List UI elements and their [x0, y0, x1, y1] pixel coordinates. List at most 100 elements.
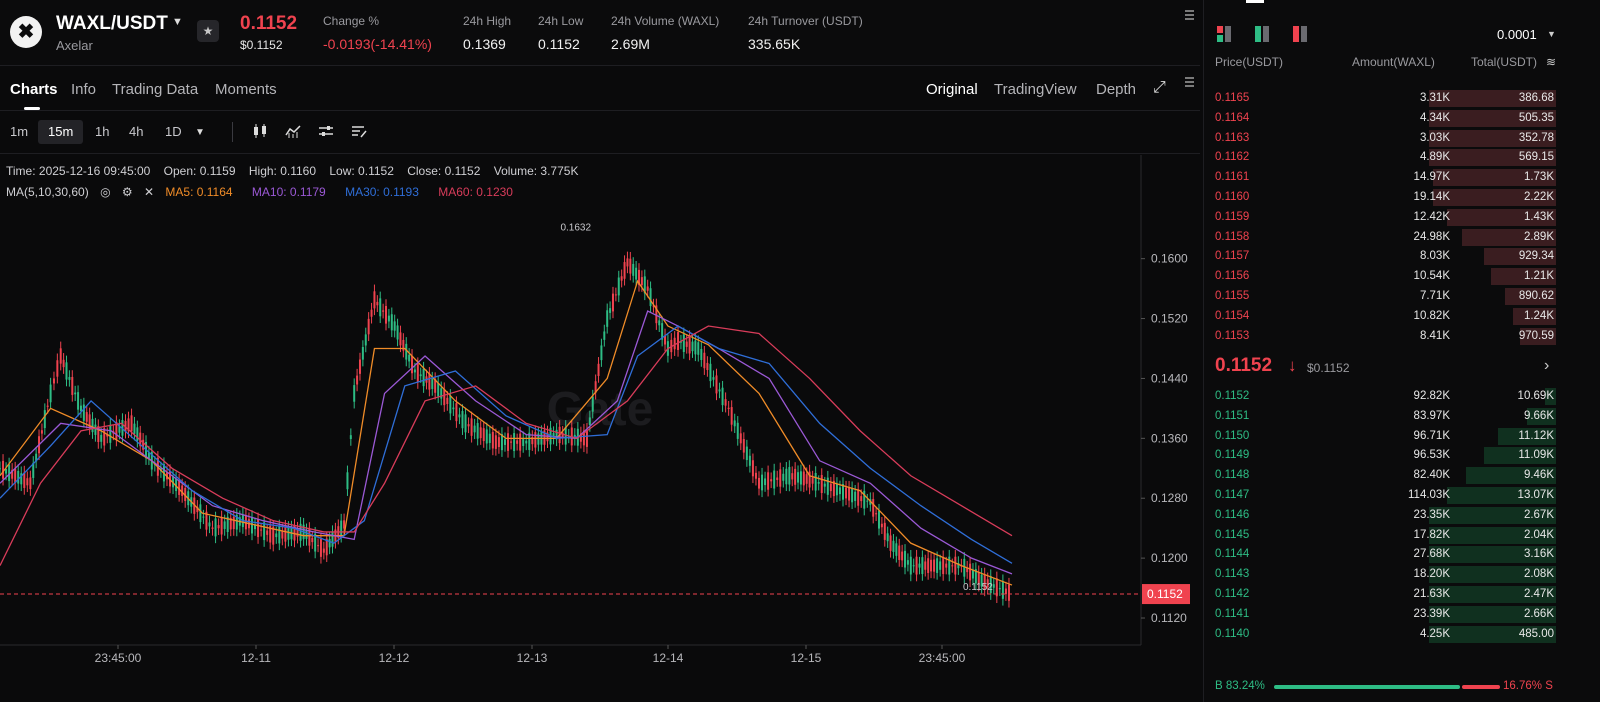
bid-row[interactable]: 0.1140 4.25K 485.00 [1204, 625, 1566, 644]
view-original[interactable]: Original [926, 81, 978, 98]
row-amount: 83.97K [1413, 409, 1450, 422]
timeframe-caret-down-icon[interactable]: ▼ [195, 127, 205, 138]
candle-body [254, 524, 257, 530]
chart-canvas[interactable]: Gate 0.1600 0.1520 0.1440 0.1360 0.1280 0.1200… [0, 155, 1196, 702]
price-chart[interactable]: Time: 2025-12-16 09:45:00 Open: 0.1159 H… [0, 155, 1196, 702]
tab-info[interactable]: Info [71, 81, 97, 98]
timeframe-1m[interactable]: 1m [10, 124, 29, 139]
eye-icon[interactable]: ◎ [100, 185, 111, 199]
settings-icon[interactable]: ⚙ [121, 185, 133, 199]
ask-row[interactable]: 0.1154 10.82K 1.24K [1204, 307, 1566, 326]
caret-down-icon[interactable]: ▼ [1547, 29, 1556, 39]
ask-row[interactable]: 0.1156 10.54K 1.21K [1204, 267, 1566, 286]
candle-body [393, 321, 396, 331]
bid-row[interactable]: 0.1144 27.68K 3.16K [1204, 545, 1566, 564]
candle-body [65, 362, 68, 380]
fullscreen-expand-icon[interactable]: ⤢ [1153, 79, 1166, 96]
pair-selector[interactable]: WAXL/USDT [56, 13, 168, 34]
candle-body [287, 527, 290, 540]
candle-body [995, 578, 998, 597]
candle-body [921, 557, 924, 575]
candle-body [40, 430, 43, 434]
bid-row[interactable]: 0.1150 96.71K 11.12K [1204, 427, 1566, 446]
chevron-right-icon[interactable]: › [1544, 357, 1550, 374]
view-tradingview[interactable]: TradingView [994, 81, 1077, 98]
candle-body [43, 410, 46, 429]
candle-body [299, 523, 302, 541]
close-icon[interactable]: ✕ [144, 185, 155, 199]
tab-trading-data[interactable]: Trading Data [112, 81, 199, 98]
bid-row[interactable]: 0.1143 18.20K 2.08K [1204, 565, 1566, 584]
candle-body [764, 478, 767, 486]
view-depth[interactable]: Depth [1096, 81, 1137, 98]
candle-body [620, 276, 623, 281]
timeframe-15m[interactable]: 15m [38, 120, 84, 144]
candle-body [528, 432, 531, 450]
tab-moments[interactable]: Moments [215, 81, 277, 98]
bid-row[interactable]: 0.1152 92.82K 10.69K [1204, 387, 1566, 406]
precision-select[interactable]: 0.0001 [1497, 27, 1537, 42]
tab-charts[interactable]: Charts [10, 81, 58, 98]
candle-body [770, 479, 773, 482]
row-total: 1.43K [1523, 210, 1554, 223]
ask-row[interactable]: 0.1164 4.34K 505.35 [1204, 109, 1566, 128]
row-price: 0.1156 [1215, 270, 1250, 283]
ask-row[interactable]: 0.1163 3.03K 352.78 [1204, 129, 1566, 148]
candle-body [106, 434, 109, 437]
panel-grip-icon[interactable] [1185, 77, 1194, 89]
depth-bar [1465, 467, 1556, 485]
bid-row[interactable]: 0.1147 114.03K 13.07K [1204, 486, 1566, 505]
candle-body [974, 569, 977, 584]
settings-sliders-icon[interactable] [318, 123, 334, 143]
ask-row[interactable]: 0.1162 4.89K 569.15 [1204, 148, 1566, 167]
row-price: 0.1149 [1215, 449, 1250, 462]
panel-grip-icon[interactable] [1185, 10, 1194, 22]
row-total: 2.67K [1523, 508, 1554, 521]
candle-body [46, 405, 49, 407]
candle-body [118, 426, 121, 433]
timeframe-4h[interactable]: 4h [129, 124, 144, 139]
bid-row[interactable]: 0.1148 82.40K 9.46K [1204, 466, 1566, 485]
caret-down-icon[interactable]: ▼ [172, 16, 183, 28]
bid-row[interactable]: 0.1141 23.39K 2.66K [1204, 605, 1566, 624]
drawing-icon[interactable] [351, 123, 367, 143]
book-mode-bids-icon[interactable] [1255, 26, 1271, 42]
bid-row[interactable]: 0.1146 23.35K 2.67K [1204, 506, 1566, 525]
candle-body [175, 478, 178, 492]
ask-row[interactable]: 0.1155 7.71K 890.62 [1204, 287, 1566, 306]
timeframe-1h[interactable]: 1h [95, 124, 110, 139]
candlestick-icon[interactable] [252, 123, 268, 143]
candle-body [482, 428, 485, 442]
ask-row[interactable]: 0.1153 8.41K 970.59 [1204, 327, 1566, 346]
favorite-star-button[interactable]: ★ [197, 20, 219, 42]
bid-row[interactable]: 0.1149 96.53K 11.09K [1204, 446, 1566, 465]
chart-nav: Charts Info Trading Data Moments Origina… [0, 67, 1200, 111]
candle-body [516, 440, 519, 444]
bid-row[interactable]: 0.1151 83.97K 9.66K [1204, 407, 1566, 426]
row-price: 0.1150 [1215, 429, 1250, 442]
bid-row[interactable]: 0.1145 17.82K 2.04K [1204, 526, 1566, 545]
toggle-total-icon[interactable]: ≋ [1546, 55, 1557, 69]
ask-row[interactable]: 0.1161 14.97K 1.73K [1204, 168, 1566, 187]
ask-row[interactable]: 0.1157 8.03K 929.34 [1204, 247, 1566, 266]
ask-row[interactable]: 0.1160 19.14K 2.22K [1204, 188, 1566, 207]
chart-toolbar: 1m 15m 1h 4h 1D ▼ [0, 112, 1200, 154]
timeframe-1d[interactable]: 1D [165, 124, 182, 139]
y-tick-label: 0.1360 [1151, 431, 1188, 445]
candle-body [609, 308, 612, 313]
row-amount: 23.39K [1413, 607, 1450, 620]
candle-body [594, 381, 597, 393]
ask-row[interactable]: 0.1158 24.98K 2.89K [1204, 228, 1566, 247]
candle-body [513, 433, 516, 452]
candle-body [872, 499, 875, 517]
bid-row[interactable]: 0.1142 21.63K 2.47K [1204, 585, 1566, 604]
ask-row[interactable]: 0.1159 12.42K 1.43K [1204, 208, 1566, 227]
ask-row[interactable]: 0.1165 3.31K 386.68 [1204, 89, 1566, 108]
candle-body [664, 335, 667, 345]
book-mode-asks-icon[interactable] [1293, 26, 1309, 42]
book-mode-both-icon[interactable] [1217, 26, 1233, 42]
indicator-icon[interactable] [285, 123, 301, 143]
candle-body [552, 433, 555, 438]
candle-body [661, 323, 664, 340]
candle-body [390, 314, 393, 331]
